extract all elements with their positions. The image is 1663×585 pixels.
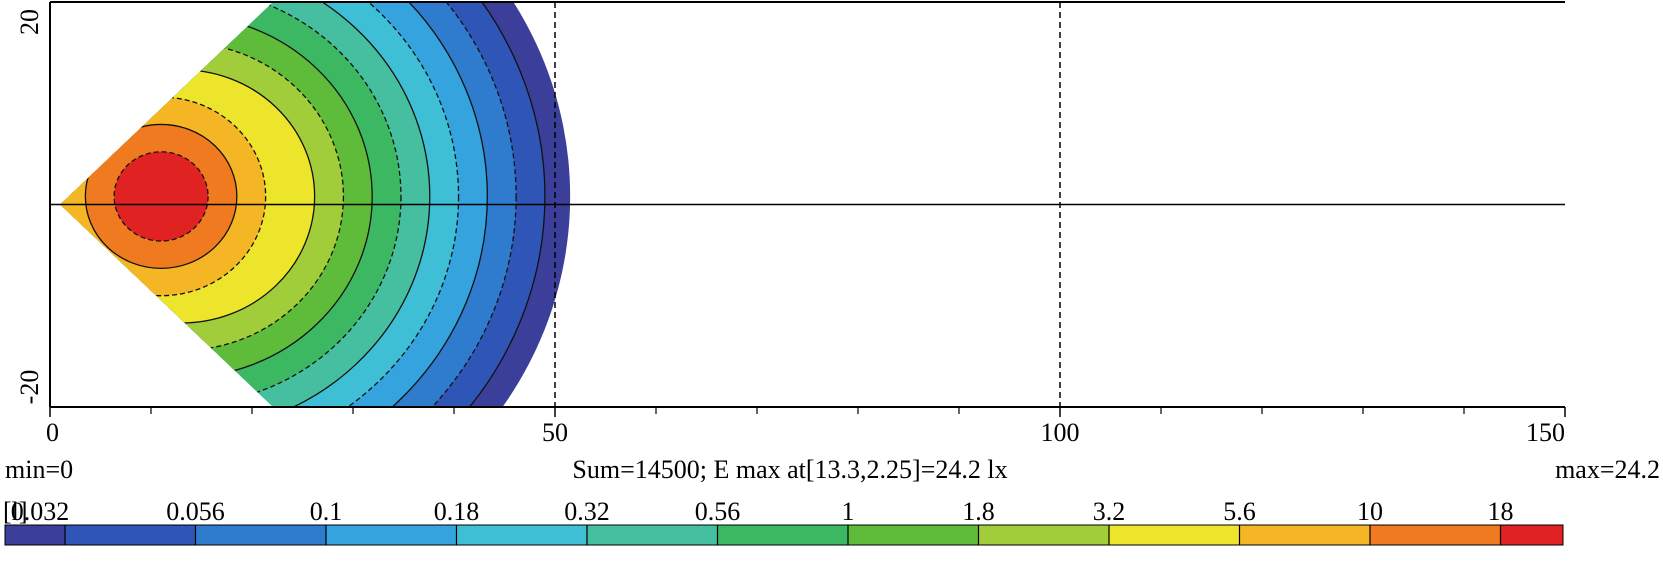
colorbar-segment	[1500, 525, 1563, 545]
colorbar-unit: [l]	[3, 497, 28, 526]
colorbar-label: 0.032	[11, 497, 70, 526]
colorbar-label: 0.1	[310, 497, 343, 526]
max-label: max=24.2	[1555, 455, 1660, 484]
colorbar-label: 0.32	[564, 497, 610, 526]
colorbar-segment	[65, 525, 196, 545]
y-tick-label: 20	[15, 9, 44, 35]
colorbar-segment	[5, 525, 65, 545]
colorbar-segment	[848, 525, 979, 545]
heatmap-regions	[60, 2, 571, 407]
colorbar-label: 18	[1488, 497, 1514, 526]
colorbar-label: 0.56	[695, 497, 741, 526]
x-tick-label: 150	[1526, 418, 1565, 447]
colorbar-segment	[1370, 525, 1501, 545]
colorbar-label: 3.2	[1093, 497, 1126, 526]
heatmap	[60, 2, 571, 407]
summary-label: Sum=14500; E max at[13.3,2.25]=24.2 lx	[572, 455, 1007, 484]
x-tick-label: 100	[1041, 418, 1080, 447]
colorbar-segment	[195, 525, 326, 545]
colorbar-segment	[978, 525, 1109, 545]
colorbar-segment	[587, 525, 718, 545]
colorbar-label: 0.056	[166, 497, 225, 526]
x-tick-label: 0	[46, 418, 59, 447]
colorbar-label: 5.6	[1223, 497, 1256, 526]
x-tick-label: 50	[542, 418, 568, 447]
colorbar-segment	[1109, 525, 1240, 545]
colorbar-segment	[1239, 525, 1370, 545]
colorbar-label: 10	[1357, 497, 1383, 526]
min-label: min=0	[5, 455, 73, 484]
colorbar-frame	[4, 524, 1564, 546]
colorbar-label: 1	[842, 497, 855, 526]
heatmap-region	[113, 151, 209, 242]
colorbar-segment	[456, 525, 587, 545]
colorbar-label: 0.18	[434, 497, 480, 526]
colorbar-segment	[326, 525, 457, 545]
colorbar-label: 1.8	[962, 497, 995, 526]
colorbar-segment	[717, 525, 848, 545]
y-tick-label: -20	[15, 370, 44, 405]
